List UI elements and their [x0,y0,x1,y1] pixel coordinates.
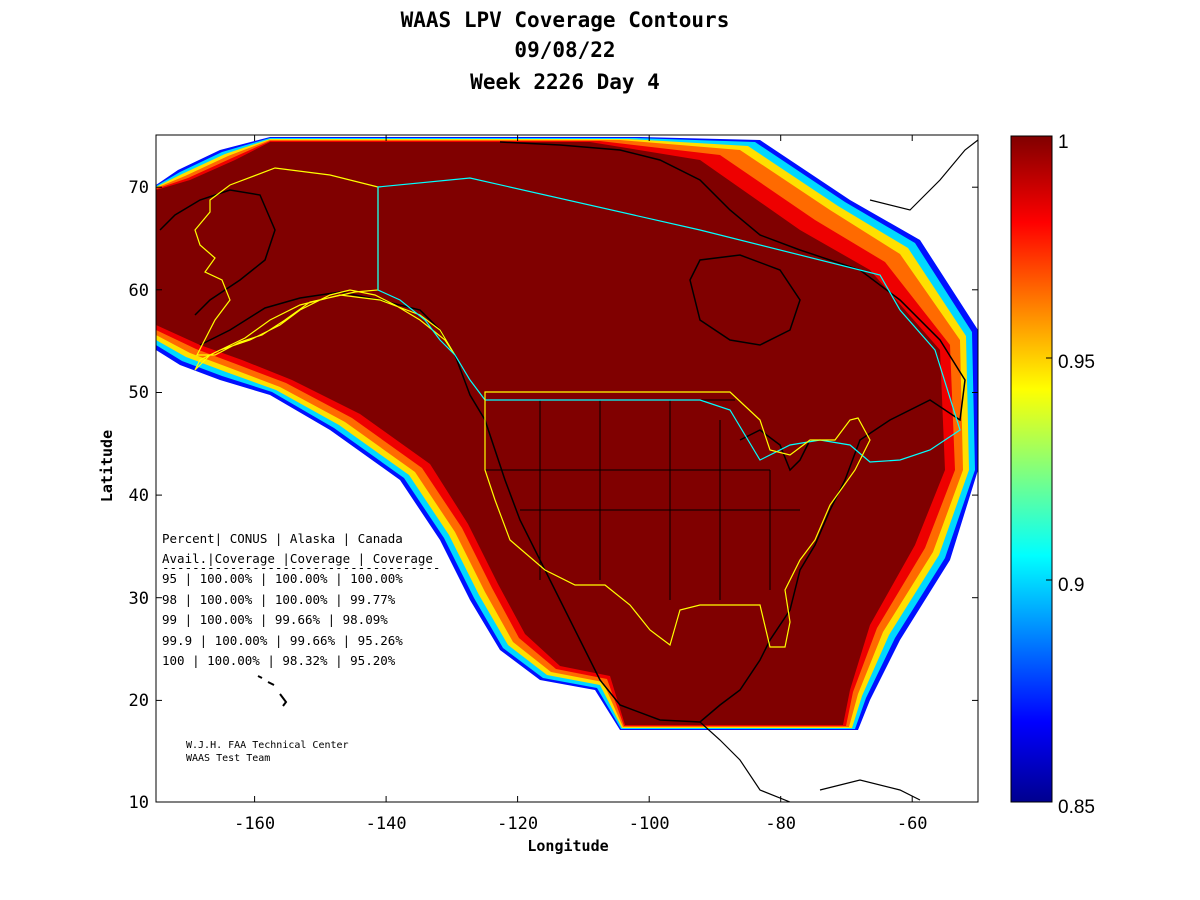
colorbar-labels: 1 0.95 0.9 0.85 [1058,132,1095,818]
y-tick-label: 30 [129,589,149,609]
map-date: 09/08/22 [514,38,616,62]
canada-service-outline [377,177,961,463]
map-plot-area [156,135,978,802]
colorbar-tick-label: 0.95 [1058,352,1095,373]
y-axis-label: Latitude [98,430,116,502]
table-row: 99.9 | 100.00% | 99.66% | 95.26% [162,633,403,648]
credit-line1: W.J.H. FAA Technical Center [186,740,349,751]
table-row: 95 | 100.00% | 100.00% | 100.00% [162,571,403,586]
colorbar-tick-marks [1046,357,1052,581]
y-tick-label: 40 [129,486,149,506]
x-tick-label: -140 [366,814,407,834]
map-title: WAAS LPV Coverage Contours [400,8,730,32]
x-tick-marks [254,135,913,802]
x-tick-label: -160 [234,814,275,834]
table-rule: ------------------------------------- [162,560,440,575]
credit-block: W.J.H. FAA Technical Center WAAS Test Te… [186,740,349,764]
x-axis-label: Longitude [527,837,608,855]
x-tick-label: -60 [897,814,928,834]
hawaii-islands [257,675,288,707]
y-tick-label: 70 [129,178,149,198]
coverage-full [156,142,945,725]
colorbar [1010,135,1053,803]
colorbar-tick-label: 0.9 [1058,575,1084,596]
x-tick-label: -80 [765,814,796,834]
table-row: 100 | 100.00% | 98.32% | 95.20% [162,653,396,668]
y-tick-label: 10 [129,793,149,813]
x-tick-label: -120 [497,814,538,834]
table-row: 99 | 100.00% | 99.66% | 98.09% [162,612,388,627]
colorbar-tick-label: 0.85 [1058,797,1095,818]
credit-line2: WAAS Test Team [186,753,270,764]
conus-service-outline [484,391,871,648]
table-header-row1: Percent| CONUS | Alaska | Canada [162,531,403,546]
map-week-day: Week 2226 Day 4 [470,70,660,94]
y-tick-label: 20 [129,691,149,711]
y-tick-label: 60 [129,281,149,301]
y-tick-label: 50 [129,383,149,403]
table-row: 98 | 100.00% | 100.00% | 99.77% [162,592,396,607]
central-america [699,139,978,802]
y-tick-labels: 70 60 50 40 30 20 10 [129,178,149,813]
table-header-row2: Avail.|Coverage |Coverage | Coverage [162,551,433,566]
coverage-table: Percent| CONUS | Alaska | Canada Avail.|… [162,531,440,668]
x-tick-labels: -160 -140 -120 -100 -80 -60 [234,814,927,834]
y-tick-marks [156,186,978,701]
colorbar-tick-label: 1 [1058,132,1069,153]
x-tick-label: -100 [629,814,670,834]
plot-frame [155,134,979,803]
